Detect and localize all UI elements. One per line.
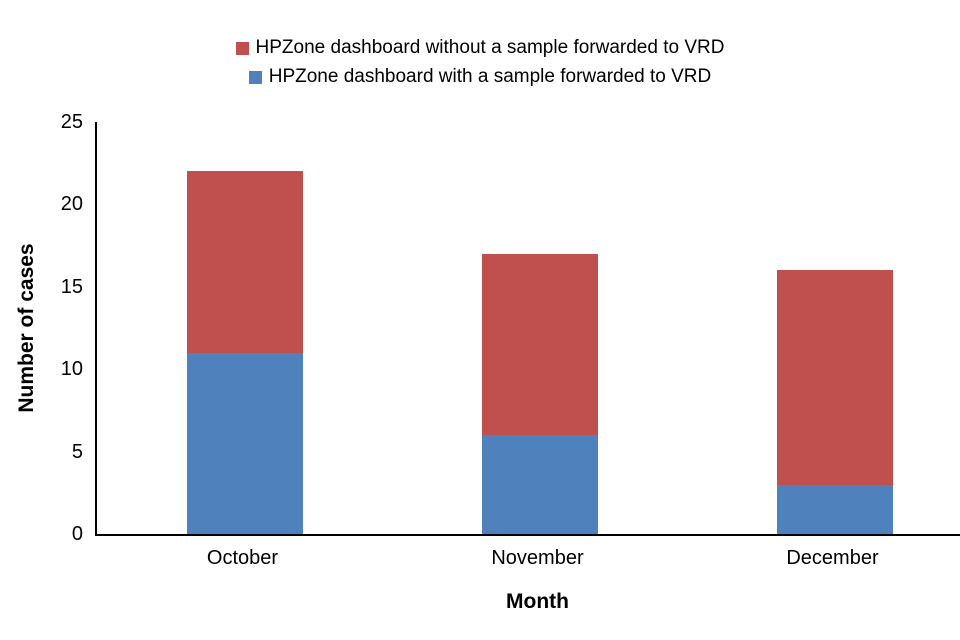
- plot-area: [95, 122, 960, 536]
- x-axis-title: Month: [506, 590, 569, 613]
- legend-item: HPZone dashboard without a sample forwar…: [0, 36, 960, 60]
- x-tick-label: October: [206, 547, 279, 569]
- y-axis-tick-labels: 0 5 10 15 20 25: [0, 111, 83, 545]
- x-axis-tick-labels: October November December: [95, 546, 960, 572]
- bar-segment: [481, 435, 598, 534]
- bar-segment: [186, 171, 303, 353]
- y-tick-label: 5: [71, 440, 83, 463]
- x-tick-label: November: [491, 547, 584, 569]
- bar-december: [776, 270, 893, 534]
- bar-segment: [481, 253, 598, 436]
- legend-label: HPZone dashboard without a sample forwar…: [255, 37, 725, 58]
- y-tick-label: 10: [60, 358, 83, 381]
- bar-segment: [776, 484, 893, 534]
- legend-label: HPZone dashboard with a sample forwarded…: [268, 66, 712, 87]
- legend-swatch-icon: [248, 70, 262, 84]
- chart-legend: HPZone dashboard without a sample forwar…: [0, 36, 960, 94]
- bar-october: [186, 171, 303, 534]
- bar-segment: [186, 352, 303, 534]
- x-tick-label: December: [786, 547, 879, 569]
- bar-november: [481, 253, 598, 534]
- y-tick-label: 20: [60, 193, 83, 216]
- y-tick-label: 25: [60, 111, 83, 133]
- y-tick-label: 15: [60, 275, 83, 298]
- y-tick-label: 0: [71, 523, 83, 545]
- legend-swatch-icon: [235, 41, 249, 55]
- legend-item: HPZone dashboard with a sample forwarded…: [0, 65, 960, 89]
- bar-segment: [776, 270, 893, 485]
